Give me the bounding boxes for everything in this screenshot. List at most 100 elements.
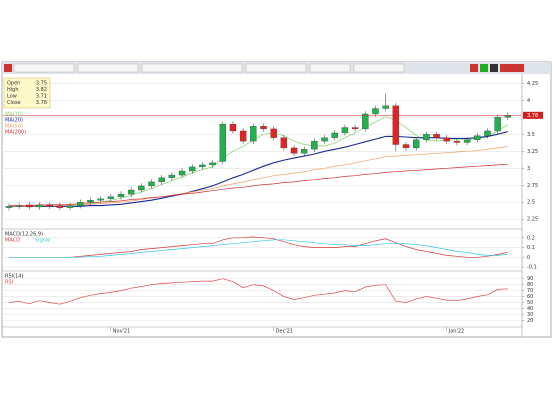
candle-body bbox=[453, 140, 461, 143]
legend-entry: MA(10) bbox=[5, 112, 23, 118]
indicator-line bbox=[9, 239, 508, 258]
indicator-line bbox=[8, 278, 508, 305]
y-tick-label: 60 bbox=[527, 294, 533, 300]
legend-entry: MA(50) bbox=[5, 124, 23, 130]
legend-entry: Signal bbox=[35, 238, 50, 244]
y-tick-label: 30 bbox=[527, 312, 533, 318]
candle-body bbox=[412, 139, 420, 149]
panel-title: MACD(12,26,9) bbox=[5, 232, 43, 238]
x-tick-label: Jan'22 bbox=[448, 329, 464, 335]
y-tick-label: 2.25 bbox=[527, 217, 538, 223]
last-price-label: 3.78 bbox=[527, 113, 538, 119]
y-tick-label: 2.75 bbox=[527, 183, 538, 189]
indicator-line bbox=[9, 236, 508, 258]
candle-body bbox=[199, 164, 206, 168]
candle-body bbox=[158, 177, 165, 183]
info-label: High bbox=[7, 87, 19, 93]
candle-body bbox=[168, 174, 176, 178]
y-tick-label: -0.1 bbox=[527, 265, 537, 271]
y-tick-label: 3.25 bbox=[527, 149, 538, 155]
candle-body bbox=[331, 132, 338, 138]
y-tick-label: 40 bbox=[527, 306, 533, 312]
candle-body bbox=[189, 166, 196, 172]
button[interactable] bbox=[490, 64, 498, 72]
button[interactable] bbox=[77, 63, 139, 73]
candle-body bbox=[321, 137, 328, 142]
y-tick-label: 70 bbox=[527, 288, 533, 294]
button[interactable] bbox=[141, 63, 243, 73]
candle-body bbox=[494, 117, 501, 132]
plot-layer: 2.25 2.5 2.75 3 3.25 3.5 3.75 4 4.25 3.78 Nov'21 De… bbox=[3, 77, 543, 335]
info-label: Close bbox=[7, 100, 21, 106]
y-tick-label: 20 bbox=[527, 318, 533, 324]
candle-body bbox=[148, 181, 155, 187]
candle-body bbox=[280, 137, 288, 149]
legend-entry: MA(200) bbox=[5, 130, 26, 136]
button[interactable] bbox=[470, 64, 478, 72]
indicator-line bbox=[9, 146, 508, 207]
candle-body bbox=[127, 189, 135, 195]
toolbar-buttons[interactable] bbox=[4, 63, 524, 73]
candle-body bbox=[351, 127, 359, 130]
legend-entry: MACD bbox=[5, 238, 20, 244]
y-tick-label: 0 bbox=[527, 255, 530, 261]
candle-body bbox=[504, 115, 512, 118]
candle-body bbox=[107, 196, 115, 199]
y-tick-label: 0.1 bbox=[527, 245, 535, 251]
legend-entry: MA(20) bbox=[5, 118, 23, 124]
y-tick-label: 4.25 bbox=[527, 81, 538, 87]
candle-body bbox=[15, 205, 23, 207]
candle-body bbox=[382, 105, 389, 109]
panel-title: RSI(14) bbox=[5, 274, 23, 280]
info-value: 3.78 bbox=[36, 100, 47, 106]
button[interactable] bbox=[13, 63, 75, 73]
candle-body bbox=[219, 123, 226, 162]
button[interactable] bbox=[309, 63, 351, 73]
candle-body bbox=[392, 105, 400, 145]
candle-body bbox=[402, 144, 410, 149]
candle-body bbox=[178, 170, 186, 176]
info-box bbox=[3, 77, 51, 109]
candle-body bbox=[66, 205, 74, 208]
candle-body bbox=[36, 204, 43, 208]
candle-body bbox=[209, 162, 216, 166]
info-label: Open bbox=[7, 81, 20, 87]
candle-body bbox=[77, 202, 84, 206]
candle-body bbox=[474, 135, 481, 140]
chart-window bbox=[1, 61, 552, 338]
button[interactable] bbox=[480, 64, 488, 72]
button[interactable] bbox=[500, 64, 524, 72]
candle-body bbox=[270, 128, 277, 138]
y-tick-label: 50 bbox=[527, 300, 533, 306]
y-tick-label: 3 bbox=[527, 166, 530, 172]
candle-body bbox=[484, 130, 491, 136]
y-tick-label: 90 bbox=[527, 276, 533, 282]
candle-body bbox=[250, 126, 257, 142]
y-tick-label: 2.5 bbox=[527, 200, 535, 206]
indicator-line bbox=[9, 163, 508, 206]
candle-body bbox=[433, 134, 440, 138]
candle-body bbox=[423, 134, 430, 140]
candle-body bbox=[301, 149, 308, 154]
candle-body bbox=[56, 205, 64, 208]
candle-body bbox=[138, 185, 145, 191]
y-tick-label: 3.5 bbox=[527, 132, 535, 138]
candle-body bbox=[341, 127, 349, 134]
button[interactable] bbox=[4, 64, 12, 72]
candle-body bbox=[239, 130, 247, 142]
candle-body bbox=[463, 139, 471, 143]
y-tick-label: 0.2 bbox=[527, 235, 535, 241]
last-price-box bbox=[523, 111, 543, 119]
candle-body bbox=[260, 126, 267, 130]
info-value: 3.82 bbox=[36, 87, 47, 93]
legend-entry: RSI bbox=[5, 280, 13, 286]
info-value: 3.75 bbox=[36, 81, 47, 87]
candle-body bbox=[290, 147, 298, 154]
button[interactable] bbox=[245, 63, 307, 73]
candle-body bbox=[97, 198, 104, 201]
button[interactable] bbox=[353, 63, 405, 73]
candle-body bbox=[117, 193, 125, 197]
y-tick-label: 80 bbox=[527, 282, 533, 288]
